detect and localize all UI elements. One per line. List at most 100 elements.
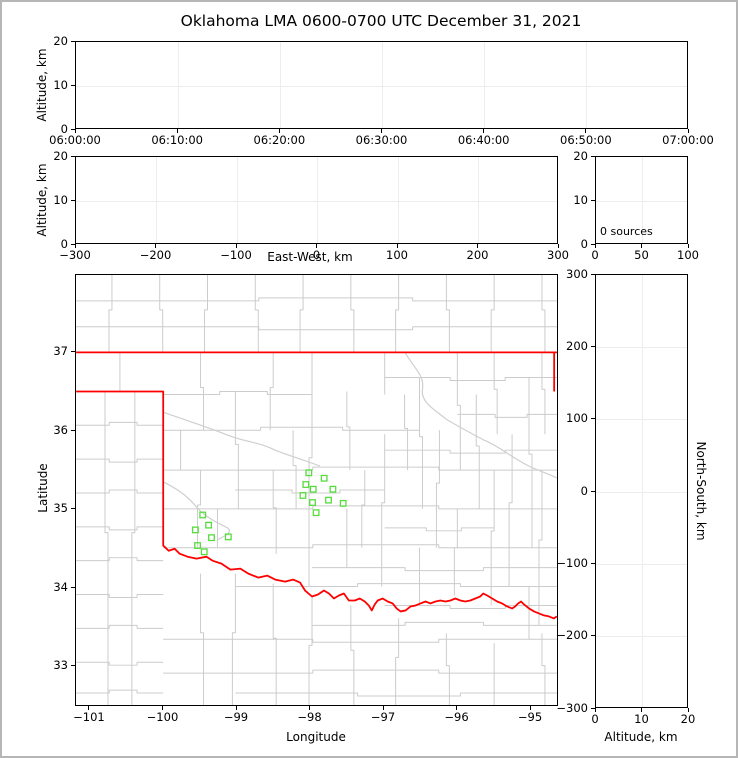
gridline bbox=[156, 157, 157, 243]
x-tick-label: 0 bbox=[591, 712, 599, 726]
map-x-axis-label: Longitude bbox=[286, 730, 346, 744]
x-tick-label: 0 bbox=[312, 248, 321, 262]
p2-x-axis-label: East-West, km bbox=[267, 250, 353, 264]
gridline bbox=[642, 157, 643, 243]
tick-mark bbox=[641, 708, 642, 712]
y-tick-label: 0 bbox=[60, 121, 68, 136]
tick-mark bbox=[687, 244, 689, 248]
gridline bbox=[596, 636, 687, 638]
gridline bbox=[177, 42, 179, 128]
tick-mark bbox=[74, 129, 76, 133]
x-tick-label: 100 bbox=[386, 248, 408, 262]
gridline bbox=[596, 346, 687, 348]
tick-mark bbox=[71, 155, 75, 157]
lma-station-marker bbox=[302, 481, 310, 488]
lma-station-marker bbox=[329, 485, 337, 493]
gridline bbox=[596, 563, 687, 565]
gridline bbox=[596, 491, 687, 493]
tick-mark bbox=[176, 129, 178, 133]
histogram-annotation: 0 sources bbox=[600, 225, 653, 238]
gridline bbox=[317, 157, 318, 243]
y-tick-label: 20 bbox=[53, 33, 68, 48]
state-border-panhandle-red-river bbox=[76, 390, 558, 620]
gridline bbox=[382, 42, 383, 128]
y-tick-label: 0 bbox=[60, 236, 68, 251]
y-tick-label: 10 bbox=[573, 192, 588, 207]
tick-mark bbox=[594, 708, 596, 712]
tick-mark bbox=[456, 706, 458, 710]
lma-station-marker bbox=[305, 469, 313, 477]
gridline bbox=[478, 157, 479, 243]
panel-source-histogram bbox=[595, 156, 688, 244]
x-tick-label: 10 bbox=[634, 712, 649, 726]
lma-station-marker bbox=[200, 548, 208, 556]
tick-mark bbox=[591, 418, 595, 420]
lma-station-marker bbox=[208, 534, 215, 542]
tick-mark bbox=[155, 244, 156, 248]
y-tick-label: 100 bbox=[566, 411, 588, 426]
tick-mark bbox=[591, 155, 595, 157]
lma-station-marker bbox=[320, 474, 328, 482]
tick-mark bbox=[309, 706, 311, 710]
lma-station-marker bbox=[325, 496, 332, 504]
panel-plan-view bbox=[75, 274, 558, 706]
gridline bbox=[76, 200, 557, 202]
y-tick-label: 10 bbox=[53, 77, 68, 92]
tick-mark bbox=[557, 244, 559, 248]
y-tick-label: 36 bbox=[53, 422, 68, 437]
y-tick-label: −100 bbox=[556, 555, 588, 570]
gridline bbox=[76, 85, 687, 87]
y-tick-label: 200 bbox=[566, 338, 588, 353]
tick-mark bbox=[71, 429, 75, 431]
tick-mark bbox=[594, 244, 596, 248]
x-tick-label: −300 bbox=[59, 248, 91, 262]
figure-title: Oklahoma LMA 0600-0700 UTC December 31, … bbox=[180, 12, 582, 30]
river-arkansas bbox=[404, 351, 558, 479]
x-tick-label: 06:30:00 bbox=[355, 133, 408, 147]
tick-mark bbox=[235, 244, 237, 248]
x-tick-label: 06:00:00 bbox=[49, 133, 101, 147]
tick-mark bbox=[235, 706, 237, 710]
lma-station-marker bbox=[224, 533, 232, 541]
tick-mark bbox=[591, 273, 595, 275]
x-tick-label: −97 bbox=[370, 710, 396, 724]
tick-mark bbox=[71, 586, 75, 588]
tick-mark bbox=[591, 243, 595, 245]
lma-station-marker bbox=[339, 499, 347, 507]
tick-mark bbox=[74, 244, 76, 248]
x-tick-label: 06:10:00 bbox=[151, 133, 203, 147]
y-tick-label: 0 bbox=[580, 236, 588, 251]
x-tick-label: 0 bbox=[591, 248, 599, 262]
river-washita bbox=[163, 481, 231, 541]
tick-mark bbox=[71, 84, 75, 86]
panel-altitude-east-west bbox=[75, 156, 558, 244]
y-tick-label: 33 bbox=[53, 658, 68, 673]
map-canvas bbox=[76, 275, 558, 705]
y-tick-label: 0 bbox=[580, 483, 588, 498]
lma-station-marker bbox=[199, 511, 207, 519]
p5-x-axis-label: Altitude, km bbox=[604, 730, 678, 744]
tick-mark bbox=[71, 128, 75, 130]
tick-mark bbox=[88, 706, 90, 710]
lma-station-marker bbox=[309, 499, 316, 506]
tick-mark bbox=[529, 706, 531, 710]
y-tick-label: 10 bbox=[53, 192, 68, 207]
tick-mark bbox=[71, 351, 75, 353]
tick-mark bbox=[316, 244, 317, 248]
x-tick-label: −101 bbox=[73, 710, 105, 724]
tick-mark bbox=[591, 345, 595, 347]
panel-north-south-altitude bbox=[595, 274, 688, 708]
x-tick-label: −200 bbox=[139, 248, 172, 262]
gridline bbox=[642, 275, 643, 707]
y-tick-label: 34 bbox=[53, 579, 68, 594]
tick-mark bbox=[591, 562, 595, 564]
tick-mark bbox=[477, 244, 478, 248]
x-tick-label: −100 bbox=[146, 710, 179, 724]
tick-mark bbox=[687, 708, 689, 712]
x-tick-label: 06:20:00 bbox=[253, 133, 306, 147]
gridline bbox=[236, 157, 238, 243]
lma-station-marker bbox=[191, 526, 199, 534]
x-tick-label: 50 bbox=[634, 248, 649, 262]
lma-station-marker bbox=[194, 542, 201, 549]
